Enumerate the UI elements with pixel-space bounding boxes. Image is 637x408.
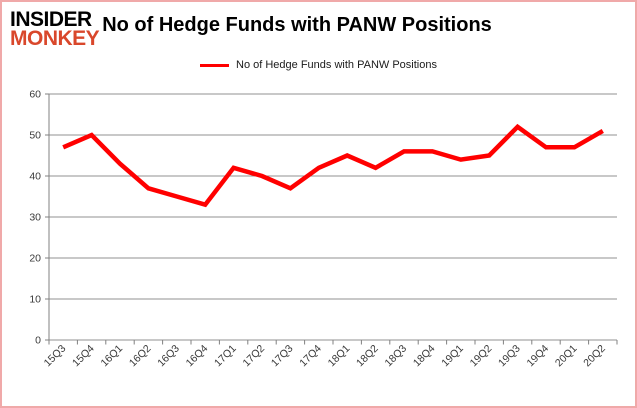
x-tick-label: 17Q2 bbox=[240, 343, 267, 370]
x-tick-label: 15Q3 bbox=[42, 343, 69, 370]
x-tick-label: 19Q1 bbox=[439, 343, 466, 370]
legend-label: No of Hedge Funds with PANW Positions bbox=[236, 59, 437, 71]
x-tick-label: 20Q1 bbox=[553, 343, 580, 370]
y-tick-label: 40 bbox=[29, 171, 41, 183]
y-tick-label: 30 bbox=[29, 212, 41, 224]
x-tick-label: 19Q4 bbox=[524, 343, 551, 370]
x-tick-label: 17Q3 bbox=[269, 343, 296, 370]
logo-line-insider: INSIDER bbox=[10, 8, 92, 31]
x-tick-label: 18Q4 bbox=[411, 343, 438, 370]
x-tick-label: 17Q1 bbox=[212, 343, 239, 370]
insider-monkey-logo: INSIDER MONKEY bbox=[10, 8, 100, 51]
x-tick-label: 16Q2 bbox=[127, 343, 154, 370]
series-line bbox=[62, 123, 604, 208]
logo-line-monkey: MONKEY bbox=[10, 27, 100, 51]
chart-header: INSIDER MONKEY No of Hedge Funds with PA… bbox=[10, 8, 627, 51]
y-tick-label: 10 bbox=[29, 294, 41, 306]
x-tick-label: 17Q4 bbox=[297, 343, 324, 370]
y-tick-label: 60 bbox=[29, 89, 41, 101]
x-tick-label: 19Q2 bbox=[468, 343, 495, 370]
y-tick-label: 50 bbox=[29, 130, 41, 142]
y-tick-label: 20 bbox=[29, 253, 41, 265]
legend-line-marker-icon bbox=[200, 63, 230, 67]
x-tick-label: 20Q2 bbox=[581, 343, 608, 370]
x-tick-label: 16Q4 bbox=[184, 343, 211, 370]
x-tick-label: 18Q1 bbox=[326, 343, 353, 370]
x-tick-label: 19Q3 bbox=[496, 343, 523, 370]
x-tick-label: 16Q3 bbox=[155, 343, 182, 370]
x-tick-label: 15Q4 bbox=[70, 343, 97, 370]
x-tick-label: 18Q2 bbox=[354, 343, 381, 370]
chart-legend: No of Hedge Funds with PANW Positions bbox=[2, 59, 635, 71]
y-tick-label: 0 bbox=[35, 335, 41, 347]
x-tick-label: 16Q1 bbox=[98, 343, 125, 370]
chart-title: No of Hedge Funds with PANW Positions bbox=[102, 14, 492, 36]
x-tick-label: 18Q3 bbox=[382, 343, 409, 370]
